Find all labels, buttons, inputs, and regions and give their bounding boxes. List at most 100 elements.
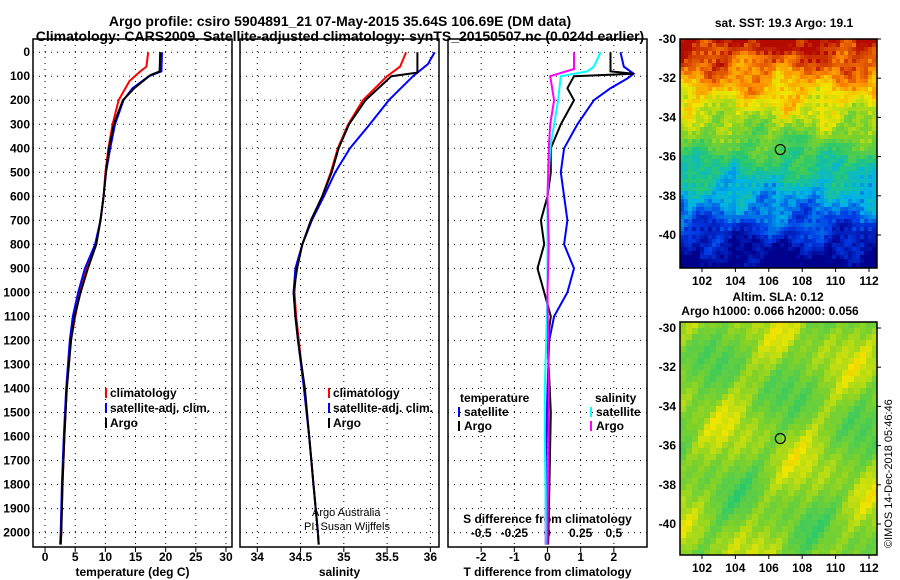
- map-cell: [722, 544, 728, 550]
- map-cell: [684, 247, 688, 251]
- map-cell: [832, 263, 836, 267]
- map-cell: [848, 75, 852, 79]
- map-cell: [864, 135, 868, 139]
- map-cell: [716, 131, 720, 135]
- map-cell: [746, 514, 752, 520]
- map-cell: [800, 103, 804, 107]
- map-cell: [688, 207, 692, 211]
- map-cell: [760, 51, 764, 55]
- map-cell: [692, 490, 698, 496]
- map-cell: [772, 199, 776, 203]
- map-cell: [866, 454, 872, 460]
- map-cell: [820, 235, 824, 239]
- map-cell: [800, 115, 804, 119]
- map-cell: [716, 95, 720, 99]
- map-cell: [692, 235, 696, 239]
- map-cell: [724, 231, 728, 235]
- map-cell: [854, 496, 860, 502]
- map-cell: [758, 544, 764, 550]
- map-cell: [760, 43, 764, 47]
- map-cell: [864, 59, 868, 63]
- map-cell: [720, 67, 724, 71]
- map-cell: [788, 231, 792, 235]
- map-cell: [728, 179, 732, 183]
- map-cell: [832, 151, 836, 155]
- map-cell: [816, 211, 820, 215]
- map-cell: [764, 95, 768, 99]
- map-cell: [680, 340, 686, 346]
- map-cell: [752, 364, 758, 370]
- map-cell: [812, 388, 818, 394]
- map-cell: [842, 322, 848, 328]
- map-cell: [792, 107, 796, 111]
- map-cell: [848, 382, 854, 388]
- map-cell: [680, 127, 684, 131]
- map-cell: [696, 179, 700, 183]
- map-cell: [780, 87, 784, 91]
- map-cell: [740, 340, 746, 346]
- map-cell: [800, 119, 804, 123]
- map-cell: [794, 334, 800, 340]
- map-cell: [832, 183, 836, 187]
- map-cell: [782, 550, 788, 555]
- map-cell: [712, 219, 716, 223]
- map-cell: [684, 83, 688, 87]
- map-cell: [688, 155, 692, 159]
- map-cell: [848, 478, 854, 484]
- map-cell: [800, 235, 804, 239]
- map-cell: [772, 135, 776, 139]
- map-cell: [746, 328, 752, 334]
- map-cell: [796, 255, 800, 259]
- map-cell: [704, 51, 708, 55]
- map-cell: [848, 199, 852, 203]
- map-cell: [776, 520, 782, 526]
- map-cell: [804, 227, 808, 231]
- map-cell: [844, 59, 848, 63]
- map-cell: [788, 59, 792, 63]
- map-cell: [698, 448, 704, 454]
- map-cell: [764, 71, 768, 75]
- map-cell: [748, 207, 752, 211]
- map-cell: [824, 382, 830, 388]
- map-cell: [836, 412, 842, 418]
- map-cell: [752, 147, 756, 151]
- map-cell: [692, 466, 698, 472]
- title-line-2: Climatology: CARS2009. Satellite-adjuste…: [36, 28, 644, 44]
- map-cell: [860, 159, 864, 163]
- map-cell: [680, 87, 684, 91]
- map-cell: [752, 187, 756, 191]
- map-cell: [736, 39, 740, 43]
- map-cell: [854, 550, 860, 555]
- map-cell: [704, 436, 710, 442]
- map-cell: [724, 239, 728, 243]
- map-cell: [764, 508, 770, 514]
- map-cell: [800, 147, 804, 151]
- map-cell: [824, 123, 828, 127]
- map-cell: [720, 63, 724, 67]
- map-cell: [712, 151, 716, 155]
- map-cell: [812, 239, 816, 243]
- map-cell: [812, 183, 816, 187]
- map-cell: [776, 207, 780, 211]
- map-cell: [800, 466, 806, 472]
- map-cell: [680, 478, 686, 484]
- map-cell: [704, 502, 710, 508]
- map-cell: [852, 139, 856, 143]
- map-cell: [812, 346, 818, 352]
- map-cell: [828, 163, 832, 167]
- map-cell: [684, 155, 688, 159]
- map-cell: [868, 183, 872, 187]
- map-cell: [788, 352, 794, 358]
- map-cell: [828, 219, 832, 223]
- map-cell: [818, 478, 824, 484]
- map-cell: [698, 532, 704, 538]
- map-cell: [756, 195, 760, 199]
- map-cell: [736, 171, 740, 175]
- map-cell: [716, 412, 722, 418]
- map-cell: [700, 79, 704, 83]
- map-cell: [812, 123, 816, 127]
- map-cell: [844, 107, 848, 111]
- map-cell: [860, 544, 866, 550]
- map-cell: [836, 47, 840, 51]
- map-cell: [700, 123, 704, 127]
